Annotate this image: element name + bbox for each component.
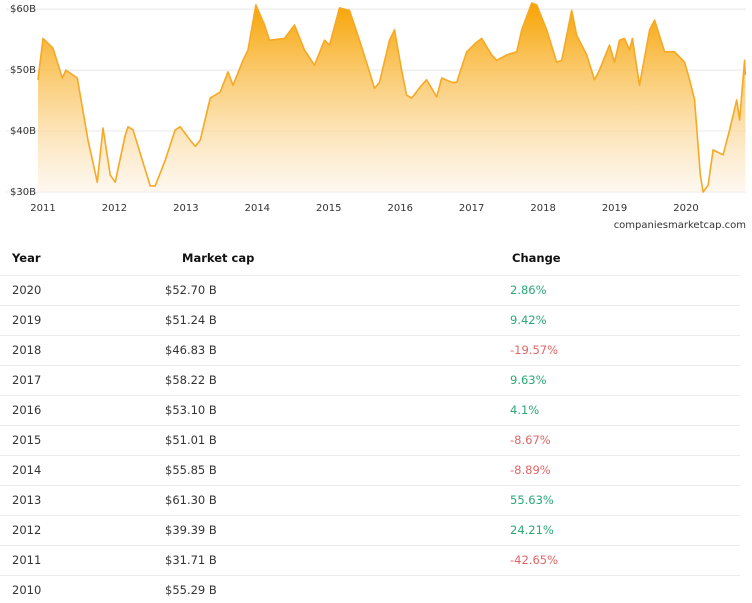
- year: 2018: [12, 343, 42, 357]
- area-fill: [38, 3, 746, 192]
- change: 4.1%: [510, 403, 540, 417]
- y-tick-label: $60B: [10, 4, 36, 15]
- row-separator: [0, 395, 740, 396]
- x-tick-label: 2011: [30, 203, 55, 214]
- row-separator: [0, 425, 740, 426]
- x-tick-label: 2012: [102, 203, 127, 214]
- x-tick-label: 2014: [245, 203, 270, 214]
- change: -8.89%: [510, 463, 551, 477]
- market-cap: $46.83 B: [165, 343, 217, 357]
- year: 2011: [12, 553, 42, 567]
- market-cap: $61.30 B: [165, 493, 217, 507]
- change: -42.65%: [510, 553, 558, 567]
- row-separator: [0, 275, 740, 276]
- change: 9.42%: [510, 313, 547, 327]
- year: 2010: [12, 583, 42, 597]
- change: -8.67%: [510, 433, 551, 447]
- row-separator: [0, 305, 740, 306]
- y-tick-label: $40B: [10, 126, 36, 137]
- row-separator: [0, 335, 740, 336]
- change: 9.63%: [510, 373, 547, 387]
- market-cap: $51.01 B: [165, 433, 217, 447]
- table-header: Change: [512, 251, 561, 265]
- row-separator: [0, 455, 740, 456]
- market-cap: $52.70 B: [165, 283, 217, 297]
- market-cap: $39.39 B: [165, 523, 217, 537]
- market-cap: $51.24 B: [165, 313, 217, 327]
- change: 24.21%: [510, 523, 554, 537]
- line: [37, 2, 747, 193]
- year: 2013: [12, 493, 42, 507]
- row-separator: [0, 515, 740, 516]
- market-cap: $53.10 B: [165, 403, 217, 417]
- row-separator: [0, 575, 740, 576]
- change: 55.63%: [510, 493, 554, 507]
- x-tick-label: 2016: [387, 203, 412, 214]
- x-tick-label: 2018: [530, 203, 555, 214]
- year: 2020: [12, 283, 42, 297]
- market-cap: $55.29 B: [165, 583, 217, 597]
- change: -19.57%: [510, 343, 558, 357]
- source: companiesmarketcap.com: [614, 220, 746, 231]
- row-separator: [0, 485, 740, 486]
- row-separator: [0, 545, 740, 546]
- x-tick-label: 2013: [173, 203, 198, 214]
- year: 2015: [12, 433, 42, 447]
- chart: $30B $40B $50B $60B 2011 2012 2013 2014 2015 2016…: [6, 2, 747, 231]
- y-tick-label: $50B: [10, 65, 36, 76]
- year: 2016: [12, 403, 42, 417]
- x-tick-label: 2019: [602, 203, 627, 214]
- year: 2012: [12, 523, 42, 537]
- year: 2014: [12, 463, 42, 477]
- x-tick-label: 2017: [459, 203, 484, 214]
- market-cap: $58.22 B: [165, 373, 217, 387]
- market-cap: $31.71 B: [165, 553, 217, 567]
- row-separator: [0, 365, 740, 366]
- table-header: Market cap: [182, 251, 255, 265]
- market-cap: $55.85 B: [165, 463, 217, 477]
- change: 2.86%: [510, 283, 547, 297]
- x-tick-label: 2015: [316, 203, 341, 214]
- y-tick-label: $30B: [10, 187, 36, 198]
- year: 2019: [12, 313, 42, 327]
- year: 2017: [12, 373, 42, 387]
- table-header: Year: [12, 251, 41, 265]
- x-tick-label: 2020: [673, 203, 698, 214]
